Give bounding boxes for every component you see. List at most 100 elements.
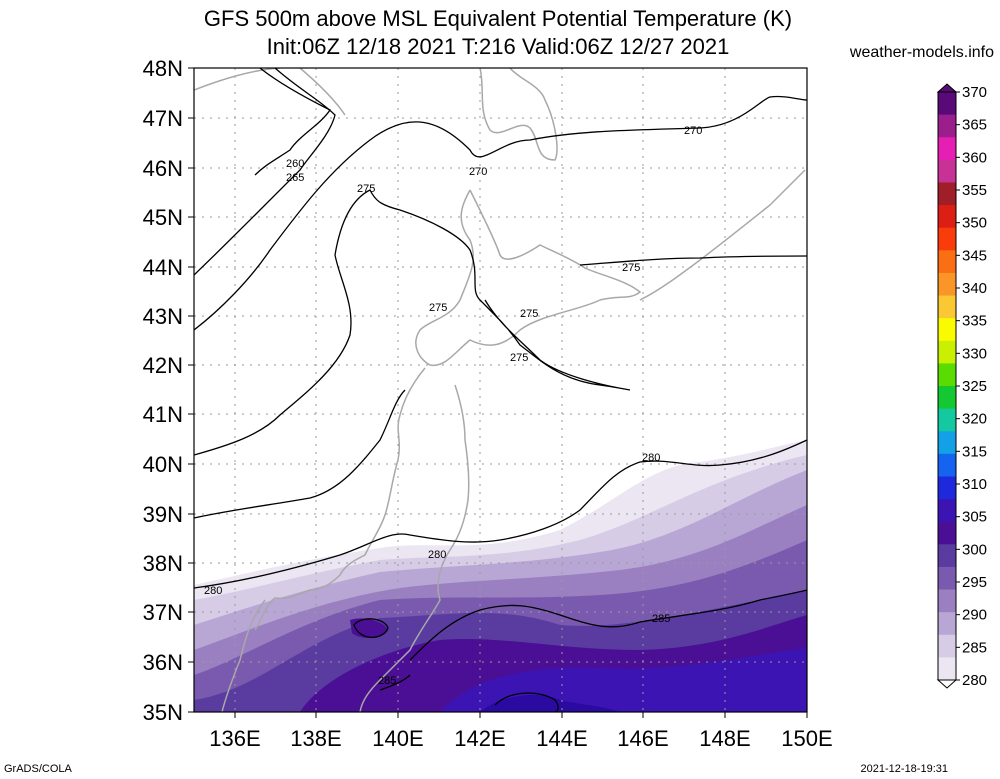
colorbar-segment	[938, 318, 956, 342]
lat-label: 44N	[143, 255, 183, 280]
contour-265	[194, 68, 336, 276]
contour-label: 260	[286, 158, 304, 170]
coast-mainland	[194, 68, 346, 116]
colorbar-label: 325	[962, 378, 987, 395]
coast-sakhalin	[479, 68, 558, 161]
title-line-1: GFS 500m above MSL Equivalent Potential …	[203, 6, 793, 31]
colorbar-segment	[938, 453, 956, 477]
contour-label: 275	[429, 302, 447, 314]
colorbar-label: 340	[962, 280, 987, 297]
colorbar-label: 360	[962, 149, 987, 166]
contour-270	[194, 95, 807, 331]
lon-label: 146E	[617, 726, 668, 751]
footer-credit: GrADS/COLA	[4, 763, 72, 775]
contour-label: 275	[520, 308, 538, 320]
colorbar-segment	[938, 295, 956, 319]
colorbar-label: 285	[962, 639, 987, 656]
colorbar-segment	[938, 205, 956, 229]
longitude-labels: 136E 138E 140E 142E 144E 146E 148E 150E	[209, 726, 832, 751]
lon-label: 148E	[699, 726, 750, 751]
colorbar-label: 290	[962, 607, 987, 624]
lat-label: 43N	[143, 304, 183, 329]
lon-label: 136E	[209, 726, 260, 751]
colorbar-segment	[938, 159, 956, 183]
colorbar-segment	[938, 386, 956, 410]
colorbar-label: 365	[962, 117, 987, 134]
colorbar-segment	[938, 182, 956, 206]
contour-275	[194, 189, 631, 456]
colorbar-segment	[938, 589, 956, 613]
title-line-2: Init:06Z 12/18 2021 T:216 Valid:06Z 12/2…	[266, 34, 730, 59]
colorbar-labels: 370 365 360 355 350 345 340 335 330 325 320 315 310 3…	[956, 84, 987, 689]
contour-label: 280	[428, 549, 446, 561]
contours	[194, 68, 807, 712]
colorbar-top-arrow	[936, 83, 958, 93]
contour-label: 280	[204, 585, 222, 597]
colorbar-label: 280	[962, 672, 987, 689]
colorbar-segment	[938, 92, 956, 116]
lat-label: 39N	[143, 502, 183, 527]
contour-label: 265	[286, 172, 304, 184]
lat-label: 41N	[143, 402, 183, 427]
colorbar-segment	[938, 137, 956, 161]
colorbar-segment	[938, 340, 956, 364]
contour-260	[254, 68, 331, 176]
lat-label: 45N	[143, 205, 183, 230]
colorbar-label: 330	[962, 345, 987, 362]
contour-275-east	[579, 255, 807, 266]
colorbar-segment	[938, 476, 956, 500]
colorbar-label: 305	[962, 509, 987, 526]
colorbar-segment	[938, 499, 956, 523]
coast-honshu-east	[359, 384, 470, 712]
contour-label: 270	[469, 166, 487, 178]
colorbar-segment	[938, 544, 956, 568]
lat-label: 36N	[143, 650, 183, 675]
contour-280	[194, 389, 807, 589]
lon-label: 138E	[290, 726, 341, 751]
band-289	[480, 694, 620, 712]
colorbar-label: 345	[962, 247, 987, 264]
map-grid	[194, 68, 807, 712]
colorbar-label: 310	[962, 476, 987, 493]
colorbar-label: 300	[962, 541, 987, 558]
map-frame	[193, 67, 808, 713]
lat-label: 35N	[143, 700, 183, 725]
colorbar-label: 315	[962, 443, 987, 460]
lat-label: 40N	[143, 452, 183, 477]
contour-285-loop2	[494, 692, 559, 712]
colorbar-label: 370	[962, 84, 987, 101]
lat-label: 37N	[143, 600, 183, 625]
colorbar-label: 335	[962, 313, 987, 330]
contour-285-loop	[353, 618, 389, 639]
site-credit: weather-models.info	[849, 44, 994, 61]
lon-label: 150E	[781, 726, 832, 751]
lat-label: 46N	[143, 156, 183, 181]
contour-label: 275	[622, 262, 640, 274]
contour-label: 285	[652, 613, 670, 625]
colorbar-label: 355	[962, 182, 987, 199]
colorbar-segment	[938, 657, 956, 681]
coast-honshu-north	[254, 367, 426, 631]
coast-kurils	[639, 169, 806, 301]
colorbar-segment	[938, 408, 956, 432]
colorbar-label: 295	[962, 574, 987, 591]
contour-label: 285	[378, 675, 396, 687]
colorbar-segment	[938, 227, 956, 251]
colorbar-segment	[938, 272, 956, 297]
colorbar-segment	[938, 634, 956, 658]
lon-label: 140E	[372, 726, 423, 751]
latitude-labels: 48N 47N 46N 45N 44N 43N 42N 41N 40N 39N …	[143, 56, 183, 725]
colorbar-label: 350	[962, 215, 987, 232]
shaded-field	[194, 440, 807, 712]
colorbar	[936, 83, 958, 689]
colorbar-segment	[938, 566, 956, 591]
colorbar-segment	[938, 612, 956, 636]
contour-label: 275	[510, 352, 528, 364]
axis-ticks	[188, 67, 808, 718]
footer-timestamp: 2021-12-18-19:31	[860, 763, 948, 775]
lat-label: 42N	[143, 353, 183, 378]
coastlines	[194, 68, 806, 712]
lon-label: 142E	[454, 726, 505, 751]
lat-label: 47N	[143, 106, 183, 131]
